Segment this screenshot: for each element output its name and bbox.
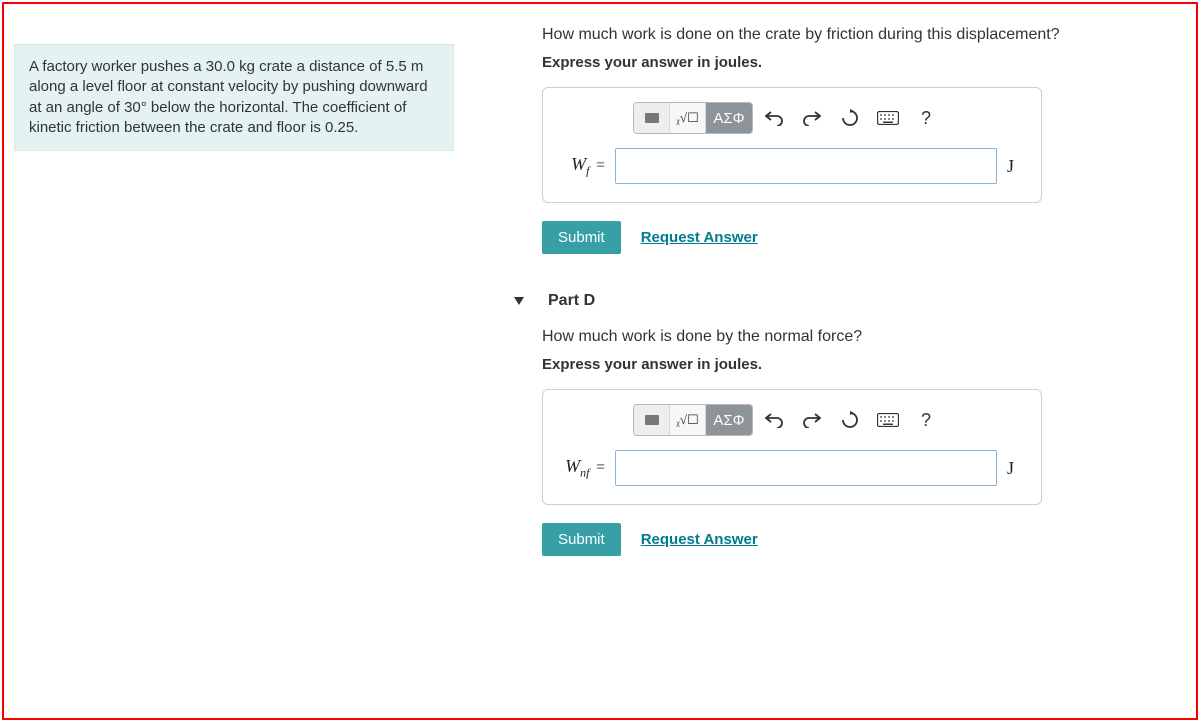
part-d-section: Part D How much work is done by the norm… [514,284,1181,556]
part-c-answer-box: ᵪ√☐ ΑΣΦ [542,87,1042,203]
part-c-input[interactable] [615,148,997,184]
main-frame: A factory worker pushes a 30.0 kg crate … [2,2,1198,720]
greek-button[interactable]: ΑΣΦ [706,103,752,133]
keyboard-icon [877,413,899,427]
reset-button[interactable] [833,103,867,133]
part-d-instruction: Express your answer in joules. [542,356,1181,373]
problem-text: A factory worker pushes a 30.0 kg crate … [29,58,428,136]
sqrt-button[interactable]: ᵪ√☐ [670,405,706,435]
redo-icon [803,110,821,126]
part-c-variable: Wf = [563,154,605,179]
redo-button[interactable] [795,103,829,133]
sqrt-icon: ᵪ√☐ [676,412,698,428]
part-c-question: How much work is done on the crate by fr… [542,26,1181,44]
redo-button[interactable] [795,405,829,435]
help-icon: ? [921,108,931,129]
left-column: A factory worker pushes a 30.0 kg crate … [4,4,474,718]
keyboard-icon [877,111,899,125]
chevron-down-icon[interactable] [514,2,524,3]
part-d-request-answer-link[interactable]: Request Answer [641,531,758,548]
part-d-submit-row: Submit Request Answer [542,523,1181,556]
part-d-title: Part D [548,292,595,310]
undo-icon [765,110,783,126]
part-d-unit: J [1007,458,1021,479]
redo-icon [803,412,821,428]
part-d-question: How much work is done by the normal forc… [542,328,1181,346]
part-d-body: How much work is done by the normal forc… [514,328,1181,556]
rect-icon [644,414,660,426]
greek-button[interactable]: ΑΣΦ [706,405,752,435]
help-icon: ? [921,410,931,431]
part-c-unit: J [1007,156,1021,177]
undo-icon [765,412,783,428]
part-d-submit-button[interactable]: Submit [542,523,621,556]
format-button-group: ᵪ√☐ ΑΣΦ [633,404,753,436]
part-d-variable: Wnf = [563,456,605,481]
part-c-body: How much work is done on the crate by fr… [514,26,1181,254]
templates-button[interactable] [634,405,670,435]
undo-button[interactable] [757,405,791,435]
part-d-input[interactable] [615,450,997,486]
format-button-group: ᵪ√☐ ΑΣΦ [633,102,753,134]
sqrt-button[interactable]: ᵪ√☐ [670,103,706,133]
chevron-down-icon[interactable] [514,297,524,305]
part-c-instruction: Express your answer in joules. [542,54,1181,71]
right-column: Part C How much work is done on the crat… [474,4,1196,718]
part-d-answer-box: ᵪ√☐ ΑΣΦ [542,389,1042,505]
rect-icon [644,112,660,124]
help-button[interactable]: ? [909,405,943,435]
part-c-submit-row: Submit Request Answer [542,221,1181,254]
reset-icon [841,109,859,127]
problem-statement: A factory worker pushes a 30.0 kg crate … [14,44,454,151]
part-c-title: Part C [536,2,583,8]
templates-button[interactable] [634,103,670,133]
keyboard-button[interactable] [871,103,905,133]
help-button[interactable]: ? [909,103,943,133]
reset-button[interactable] [833,405,867,435]
part-d-toolbar: ᵪ√☐ ΑΣΦ [563,404,1021,436]
undo-button[interactable] [757,103,791,133]
part-c-toolbar: ᵪ√☐ ΑΣΦ [563,102,1021,134]
reset-icon [841,411,859,429]
part-d-answer-row: Wnf = J [563,450,1021,486]
part-c-request-answer-link[interactable]: Request Answer [641,229,758,246]
part-c-submit-button[interactable]: Submit [542,221,621,254]
keyboard-button[interactable] [871,405,905,435]
part-c-header-row: Part C [514,2,1181,8]
part-d-header-row: Part D [514,284,1181,328]
part-c-answer-row: Wf = J [563,148,1021,184]
sqrt-icon: ᵪ√☐ [676,110,698,126]
